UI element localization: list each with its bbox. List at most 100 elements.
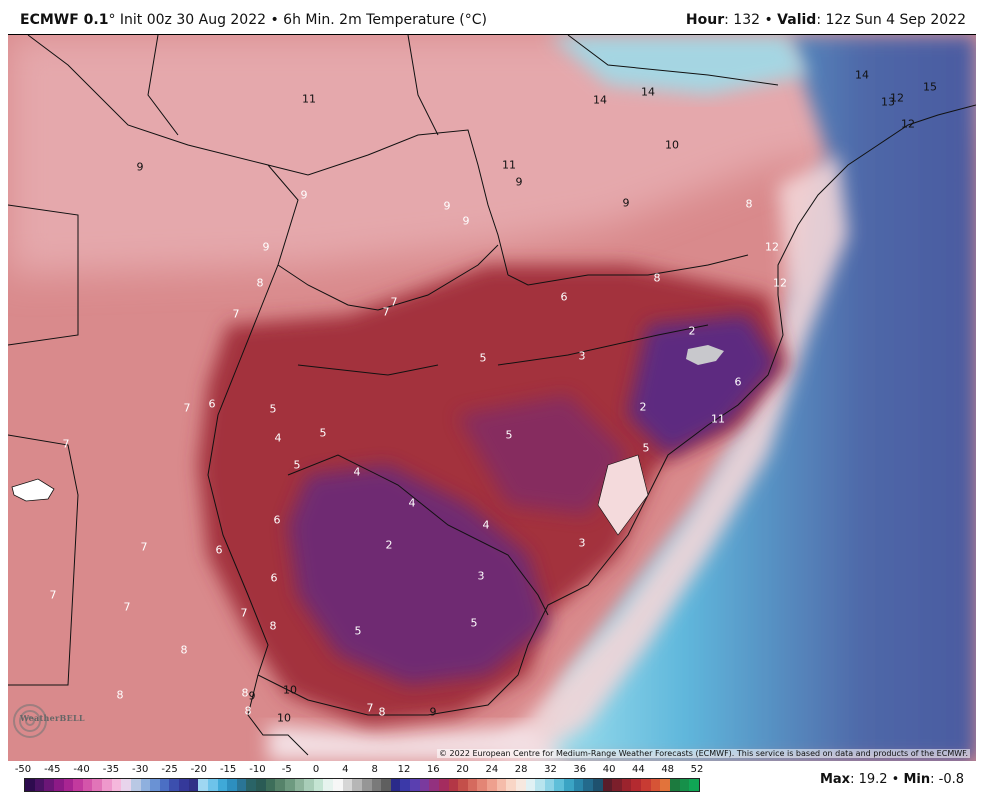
colorbar-tick-label: 20	[456, 764, 469, 775]
colorbar-swatch	[496, 779, 507, 791]
colorbar-swatch	[294, 779, 305, 791]
colorbar-swatch	[34, 779, 45, 791]
contour-label: 2	[385, 538, 393, 552]
max-value: : 19.2 •	[850, 772, 904, 787]
north-warm-region	[8, 35, 976, 275]
colorbar-swatch	[284, 779, 295, 791]
contour-label: 12	[765, 240, 779, 254]
contour-label: 5	[319, 426, 327, 440]
colorbar-swatch	[621, 779, 632, 791]
colorbar-tick-label: 32	[544, 764, 557, 775]
colorbar-swatch	[448, 779, 459, 791]
contour-label: 8	[180, 643, 188, 657]
colorbar-tick-label: -35	[102, 764, 120, 775]
colorbar-swatch	[159, 779, 170, 791]
contour-label: 2	[639, 400, 647, 414]
colorbar-swatch	[612, 779, 622, 791]
colorbar-tick-label: -15	[219, 764, 237, 775]
contour-label: 7	[183, 401, 191, 415]
colorbar-tick-label: -45	[44, 764, 61, 775]
colorbar-swatch	[82, 779, 93, 791]
contour-label: 9	[515, 175, 523, 189]
contour-label: 7	[390, 295, 398, 309]
colorbar-swatch	[333, 779, 343, 791]
cold-core-mid	[458, 395, 628, 515]
contour-label: 9	[429, 705, 437, 719]
colorbar-tick-label: -20	[190, 764, 207, 775]
lake	[11, 478, 55, 502]
colorbar-tick-label: 44	[632, 764, 645, 775]
colorbar-tick-label: 0	[312, 764, 320, 775]
contour-label: 9	[622, 196, 630, 210]
colorbar-tick-label: -50	[14, 764, 32, 775]
contour-label: 7	[123, 600, 131, 614]
contour-label: 5	[293, 458, 301, 472]
colorbar-swatch	[660, 779, 670, 791]
contour-label: 8	[745, 197, 753, 211]
colorbar-swatch	[438, 779, 449, 791]
contour-label: 9	[300, 188, 308, 202]
lagoon	[597, 454, 649, 536]
contour-label: 8	[116, 688, 124, 702]
hour-label: Hour	[685, 12, 725, 28]
contour-label: 11	[711, 412, 725, 426]
colorbar-tick-label: -30	[132, 764, 149, 775]
colorbar-swatch	[246, 779, 256, 791]
colorbar-swatch	[602, 779, 613, 791]
contour-label: 4	[353, 465, 361, 479]
colorbar-swatch	[641, 779, 651, 791]
colorbar-swatch	[150, 779, 160, 791]
weatherbell-logo: WeatherBELL	[12, 699, 85, 743]
contour-label: 5	[470, 616, 478, 630]
contour-label: 8	[244, 704, 252, 718]
map-field	[8, 35, 976, 761]
colorbar: -50 -45 -40 -35 -30 -25 -20 -15 -10 -5 0 4 8 12 16 20 24…	[0, 760, 984, 808]
max-label: Max	[819, 772, 851, 787]
contour-label: 9	[262, 240, 270, 254]
colorbar-swatch	[44, 779, 54, 791]
colorbar-tick-label: -10	[249, 764, 266, 775]
colorbar-swatch	[130, 779, 141, 791]
contour-label: 6	[215, 543, 223, 557]
contour-label: 9	[462, 214, 470, 228]
contour-label: 7	[240, 606, 248, 620]
cold-core-south	[288, 465, 548, 685]
contour-label: 8	[256, 276, 264, 290]
colorbar-swatch	[573, 779, 584, 791]
contour-label: 7	[382, 305, 390, 319]
valid-value: : 12z Sun 4 Sep 2022	[816, 12, 966, 28]
temperature-map[interactable]: 11 14 14 14 15 13 12 12 10 9 11 9 9 9 9 9 8 9 12 8 8 12 7 7 6 7 2 5…	[8, 34, 976, 761]
colorbar-swatch	[467, 779, 478, 791]
copyright-notice: © 2022 European Centre for Medium-Range …	[437, 749, 970, 758]
model-name: ECMWF 0.1	[20, 12, 109, 28]
contour-label: 12	[890, 91, 904, 105]
contour-label: 14	[855, 68, 869, 82]
contour-label: 9	[248, 689, 256, 703]
colorbar-tick-label: 12	[397, 764, 411, 775]
colorbar-swatch	[179, 779, 189, 791]
valid-time: Hour: 132 • Valid: 12z Sun 4 Sep 2022	[686, 12, 966, 28]
contour-label: 4	[408, 496, 416, 510]
colorbar-swatch	[477, 779, 487, 791]
colorbar-swatch	[400, 779, 410, 791]
colorbar-tick-label: 24	[485, 764, 499, 775]
colorbar-swatch	[371, 779, 382, 791]
init-text: ° Init 00z 30 Aug 2022 • 6h Min. 2m Temp…	[108, 12, 487, 28]
logo-text: WeatherBELL	[20, 713, 85, 723]
colorbar-swatch	[487, 779, 497, 791]
colorbar-tick-label: 28	[514, 764, 528, 775]
contour-label: 7	[232, 307, 240, 321]
contour-label: 6	[560, 290, 568, 304]
colorbar-swatch	[25, 779, 35, 791]
colorbar-swatch	[304, 779, 314, 791]
contour-label: 5	[479, 351, 487, 365]
colorbar-swatch	[429, 779, 439, 791]
colorbar-swatch	[361, 779, 372, 791]
colorbar-swatch	[92, 779, 102, 791]
min-label: Min	[903, 772, 931, 787]
colorbar-swatch	[236, 779, 247, 791]
contour-label: 8	[653, 271, 661, 285]
colorbar-swatch	[535, 779, 545, 791]
contour-label: 7	[140, 540, 148, 554]
contour-label: 11	[502, 158, 516, 172]
